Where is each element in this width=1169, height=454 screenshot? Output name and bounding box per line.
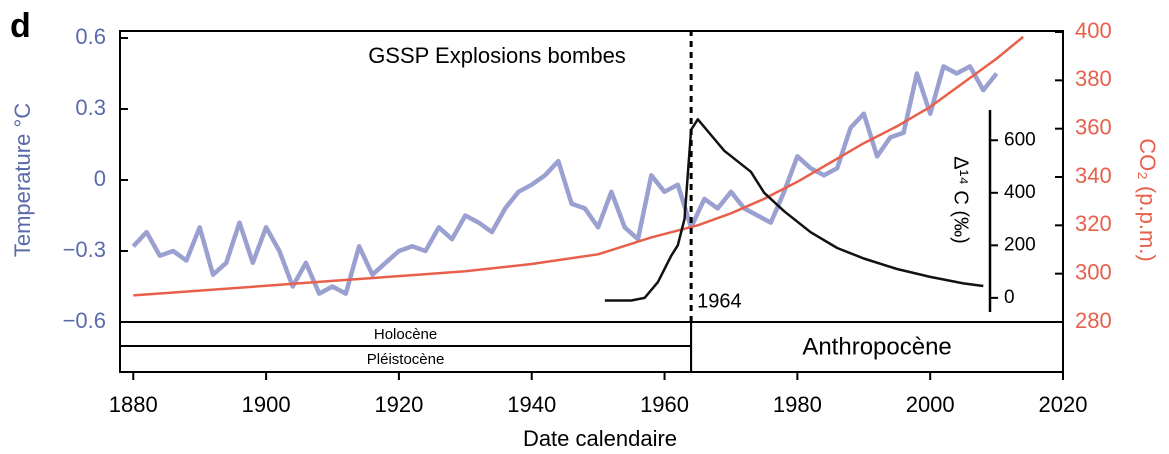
y2-tick-label: 360 — [1075, 114, 1112, 139]
period-label: Anthropocène — [802, 333, 951, 360]
y2-tick-label: 400 — [1075, 18, 1112, 43]
y-tick-label: −0.3 — [63, 237, 106, 262]
period-box — [119, 345, 693, 373]
period-label: Holocène — [374, 326, 437, 343]
x-tick-label: 1940 — [507, 392, 556, 417]
series-line — [604, 118, 984, 302]
series-line — [133, 35, 1024, 297]
period-label: Pléistocène — [367, 351, 445, 368]
marker-label: 1964 — [697, 290, 742, 312]
y-tick-label: −0.6 — [63, 308, 106, 333]
x-tick-label: 1900 — [242, 392, 291, 417]
series-line — [131, 64, 999, 296]
y-axis-label: Temperature °C — [10, 103, 35, 257]
y2-tick-label: 380 — [1075, 66, 1112, 91]
y2-axis-label: CO₂ (p.p.m.) — [1135, 138, 1160, 261]
y2-tick-label: 280 — [1075, 308, 1112, 333]
x-tick-label: 2000 — [906, 392, 955, 417]
y3-tick-label: 400 — [1004, 182, 1036, 203]
y2-tick-label: 340 — [1075, 163, 1112, 188]
chart-title: GSSP Explosions bombes — [368, 43, 626, 68]
x-tick-label: 1920 — [374, 392, 423, 417]
y3-tick-label: 0 — [1004, 287, 1015, 308]
y3-axis-label: Δ¹⁴ C (‰) — [950, 156, 972, 244]
x-tick-label: 1960 — [640, 392, 689, 417]
panel-label: d — [10, 7, 31, 45]
y-tick-label: 0.3 — [75, 95, 106, 120]
x-tick-label: 1980 — [773, 392, 822, 417]
y-tick-label: 0.6 — [75, 24, 106, 49]
period-box — [690, 321, 1064, 373]
x-axis-label: Date calendaire — [523, 426, 677, 451]
y2-tick-label: 320 — [1075, 211, 1112, 236]
y3-tick-label: 200 — [1004, 234, 1036, 255]
x-tick-label: 2020 — [1039, 392, 1088, 417]
x-tick-label: 1880 — [109, 392, 158, 417]
y2-tick-label: 300 — [1075, 259, 1112, 284]
y3-tick-label: 600 — [1004, 129, 1036, 150]
y-tick-label: 0 — [94, 166, 106, 191]
